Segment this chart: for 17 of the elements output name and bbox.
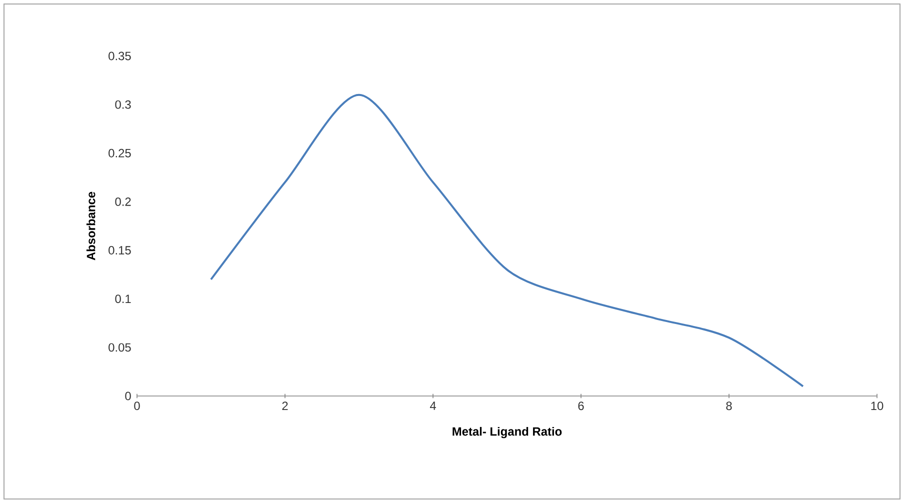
y-tick-label: 0.2 — [115, 197, 131, 206]
y-axis-title: Absorbance — [86, 192, 96, 260]
x-tick-label: 4 — [430, 402, 436, 410]
y-tick-label: 0.15 — [108, 246, 131, 255]
y-tick-label: 0.05 — [108, 343, 131, 352]
x-tick-label: 8 — [726, 402, 732, 410]
y-tick-label: 0.35 — [108, 52, 131, 60]
y-tick-label: 0 — [125, 392, 131, 400]
x-tick-label: 10 — [871, 402, 884, 410]
y-tick-label: 0.3 — [115, 100, 131, 109]
line-series — [210, 94, 804, 388]
x-tick-label: 0 — [134, 402, 140, 410]
y-tick-label: 0.1 — [115, 294, 131, 304]
x-tick-label: 6 — [578, 402, 584, 410]
x-tick-label: 2 — [282, 402, 288, 410]
x-axis-title: Metal- Ligand Ratio — [452, 426, 562, 438]
y-tick-label: 0.25 — [108, 148, 131, 158]
